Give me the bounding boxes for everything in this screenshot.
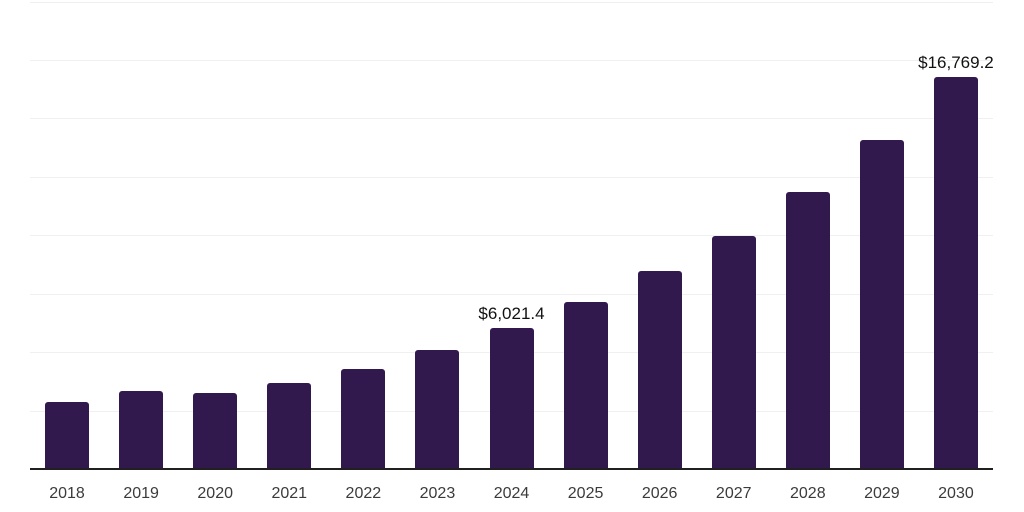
x-tick-label-2029: 2029 (864, 485, 900, 502)
x-tick-label-2028: 2028 (790, 485, 826, 502)
x-tick-label-2024: 2024 (493, 485, 530, 502)
gridline (30, 118, 993, 120)
x-tick-label-2027: 2027 (715, 485, 752, 502)
bar-2018 (45, 402, 90, 469)
bar-2023 (415, 350, 460, 469)
x-tick-label-2030: 2030 (938, 485, 974, 502)
bar-2020 (193, 393, 238, 469)
gridline (30, 176, 993, 178)
x-tick-label-2018: 2018 (49, 485, 85, 502)
x-tick-label-2023: 2023 (419, 485, 456, 502)
x-tick-label-2021: 2021 (271, 485, 308, 502)
gridline (30, 1, 993, 3)
bar-2028 (785, 191, 830, 469)
x-tick-label-2020: 2020 (197, 485, 233, 502)
bar-2024 (489, 328, 534, 469)
x-tick-label-2019: 2019 (123, 485, 159, 502)
gridline (30, 235, 993, 237)
bar-2022 (341, 368, 386, 469)
bar-2021 (267, 382, 312, 469)
bar-2025 (563, 302, 608, 469)
bar-value-label-2030: $16,769.2 (918, 53, 994, 73)
bar-2026 (637, 270, 682, 469)
bar-2030 (933, 77, 978, 469)
gridline (30, 59, 993, 61)
bar-value-label-2024: $6,021.4 (478, 304, 545, 324)
x-tick-label-2026: 2026 (641, 485, 678, 502)
bar-2027 (711, 235, 756, 469)
x-tick-label-2022: 2022 (345, 485, 382, 502)
bar-2019 (119, 391, 164, 469)
x-axis-line (30, 468, 993, 470)
bar-2029 (859, 139, 904, 469)
gridline (30, 293, 993, 295)
x-tick-label-2025: 2025 (567, 485, 604, 502)
